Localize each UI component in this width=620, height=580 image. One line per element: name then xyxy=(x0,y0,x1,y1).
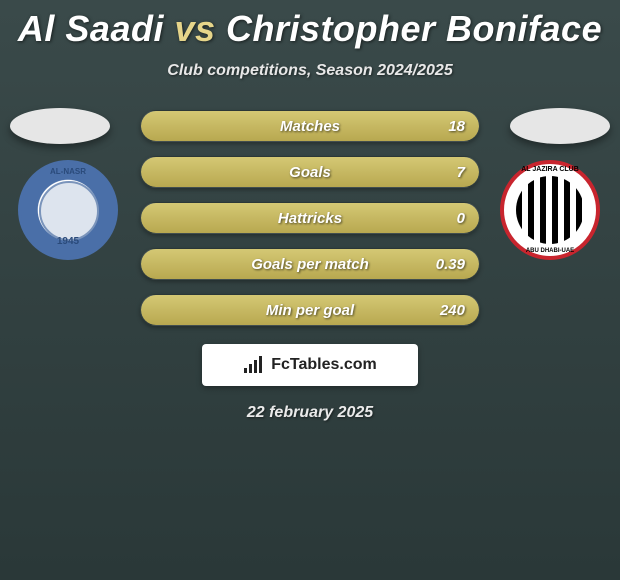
stat-value: 0 xyxy=(457,210,465,227)
stat-row-min-per-goal: Min per goal 240 xyxy=(140,294,480,326)
comparison-container: AL-NASR 1945 AL JAZIRA CLUB ABU DHABI-UA… xyxy=(0,110,620,422)
left-club-inner xyxy=(39,181,99,241)
right-club-name: AL JAZIRA CLUB xyxy=(504,166,596,173)
brand-text: FcTables.com xyxy=(271,356,377,374)
player2-name: Christopher Boniface xyxy=(226,8,602,49)
page-title: Al Saadi vs Christopher Boniface xyxy=(0,0,620,50)
player1-name: Al Saadi xyxy=(18,8,164,49)
stat-value: 18 xyxy=(448,118,465,135)
stats-list: Matches 18 Goals 7 Hattricks 0 Goals per… xyxy=(140,110,480,326)
stat-label: Goals xyxy=(141,164,479,181)
player1-avatar xyxy=(10,108,110,144)
date-label: 22 february 2025 xyxy=(0,404,620,422)
stat-value: 7 xyxy=(457,164,465,181)
title-vs: vs xyxy=(174,8,215,49)
right-club-stripes xyxy=(516,176,584,244)
brand-box[interactable]: FcTables.com xyxy=(202,344,418,386)
stat-label: Matches xyxy=(141,118,479,135)
stat-row-goals-per-match: Goals per match 0.39 xyxy=(140,248,480,280)
stat-value: 240 xyxy=(440,302,465,319)
stat-row-hattricks: Hattricks 0 xyxy=(140,202,480,234)
stat-label: Hattricks xyxy=(141,210,479,227)
stat-row-matches: Matches 18 xyxy=(140,110,480,142)
left-club-year: 1945 xyxy=(21,236,115,247)
player2-avatar xyxy=(510,108,610,144)
left-club-name: AL-NASR xyxy=(21,167,115,176)
right-club-bottom: ABU DHABI-UAE xyxy=(504,248,596,254)
stat-value: 0.39 xyxy=(436,256,465,273)
stat-label: Min per goal xyxy=(141,302,479,319)
player1-club-badge: AL-NASR 1945 xyxy=(18,160,118,260)
stat-row-goals: Goals 7 xyxy=(140,156,480,188)
brand-chart-icon xyxy=(243,356,265,374)
stat-label: Goals per match xyxy=(141,256,479,273)
player2-club-badge: AL JAZIRA CLUB ABU DHABI-UAE xyxy=(500,160,600,260)
subtitle: Club competitions, Season 2024/2025 xyxy=(0,62,620,80)
